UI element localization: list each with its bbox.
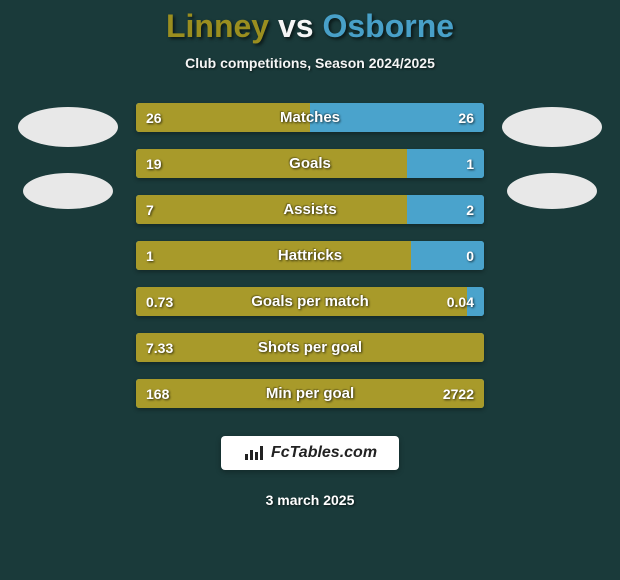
stat-bar-left	[136, 379, 484, 408]
player2-team-avatar	[507, 173, 597, 209]
stat-value-right: 0.04	[437, 287, 484, 316]
vs-text: vs	[278, 8, 314, 44]
page-date: 3 march 2025	[266, 492, 355, 508]
stat-value-left: 7.33	[136, 333, 183, 362]
comparison-panel: Matches2626Goals191Assists72Hattricks10G…	[0, 103, 620, 408]
stat-value-left: 26	[136, 103, 172, 132]
stat-value-left: 0.73	[136, 287, 183, 316]
stat-row: Goals191	[136, 149, 484, 178]
stat-bar-left	[136, 149, 407, 178]
stat-row: Min per goal1682722	[136, 379, 484, 408]
season-subtitle: Club competitions, Season 2024/2025	[185, 55, 435, 71]
left-avatar-column	[8, 103, 128, 209]
stat-value-right: 26	[448, 103, 484, 132]
brand-badge: FcTables.com	[221, 436, 399, 470]
player2-name: Osborne	[322, 8, 454, 44]
stat-value-right: 0	[456, 241, 484, 270]
player1-team-avatar	[23, 173, 113, 209]
player1-avatar	[18, 107, 118, 147]
player2-avatar	[502, 107, 602, 147]
stat-value-left: 7	[136, 195, 164, 224]
stat-bar-left	[136, 287, 467, 316]
stat-row: Hattricks10	[136, 241, 484, 270]
stat-row: Assists72	[136, 195, 484, 224]
page-title: Linney vs Osborne	[166, 8, 454, 45]
brand-chart-icon	[243, 444, 265, 462]
stat-value-left: 168	[136, 379, 179, 408]
stat-value-left: 19	[136, 149, 172, 178]
stat-row: Shots per goal7.33	[136, 333, 484, 362]
stat-row: Goals per match0.730.04	[136, 287, 484, 316]
stat-value-right: 2	[456, 195, 484, 224]
brand-text: FcTables.com	[271, 444, 377, 462]
stat-bar-left	[136, 333, 484, 362]
stat-bar-left	[136, 241, 411, 270]
stat-value-right: 1	[456, 149, 484, 178]
stat-value-right: 2722	[433, 379, 484, 408]
stat-value-right	[464, 333, 484, 362]
stat-row: Matches2626	[136, 103, 484, 132]
stat-value-left: 1	[136, 241, 164, 270]
stat-bar-left	[136, 195, 407, 224]
right-avatar-column	[492, 103, 612, 209]
player1-name: Linney	[166, 8, 269, 44]
stat-bars: Matches2626Goals191Assists72Hattricks10G…	[128, 103, 492, 408]
